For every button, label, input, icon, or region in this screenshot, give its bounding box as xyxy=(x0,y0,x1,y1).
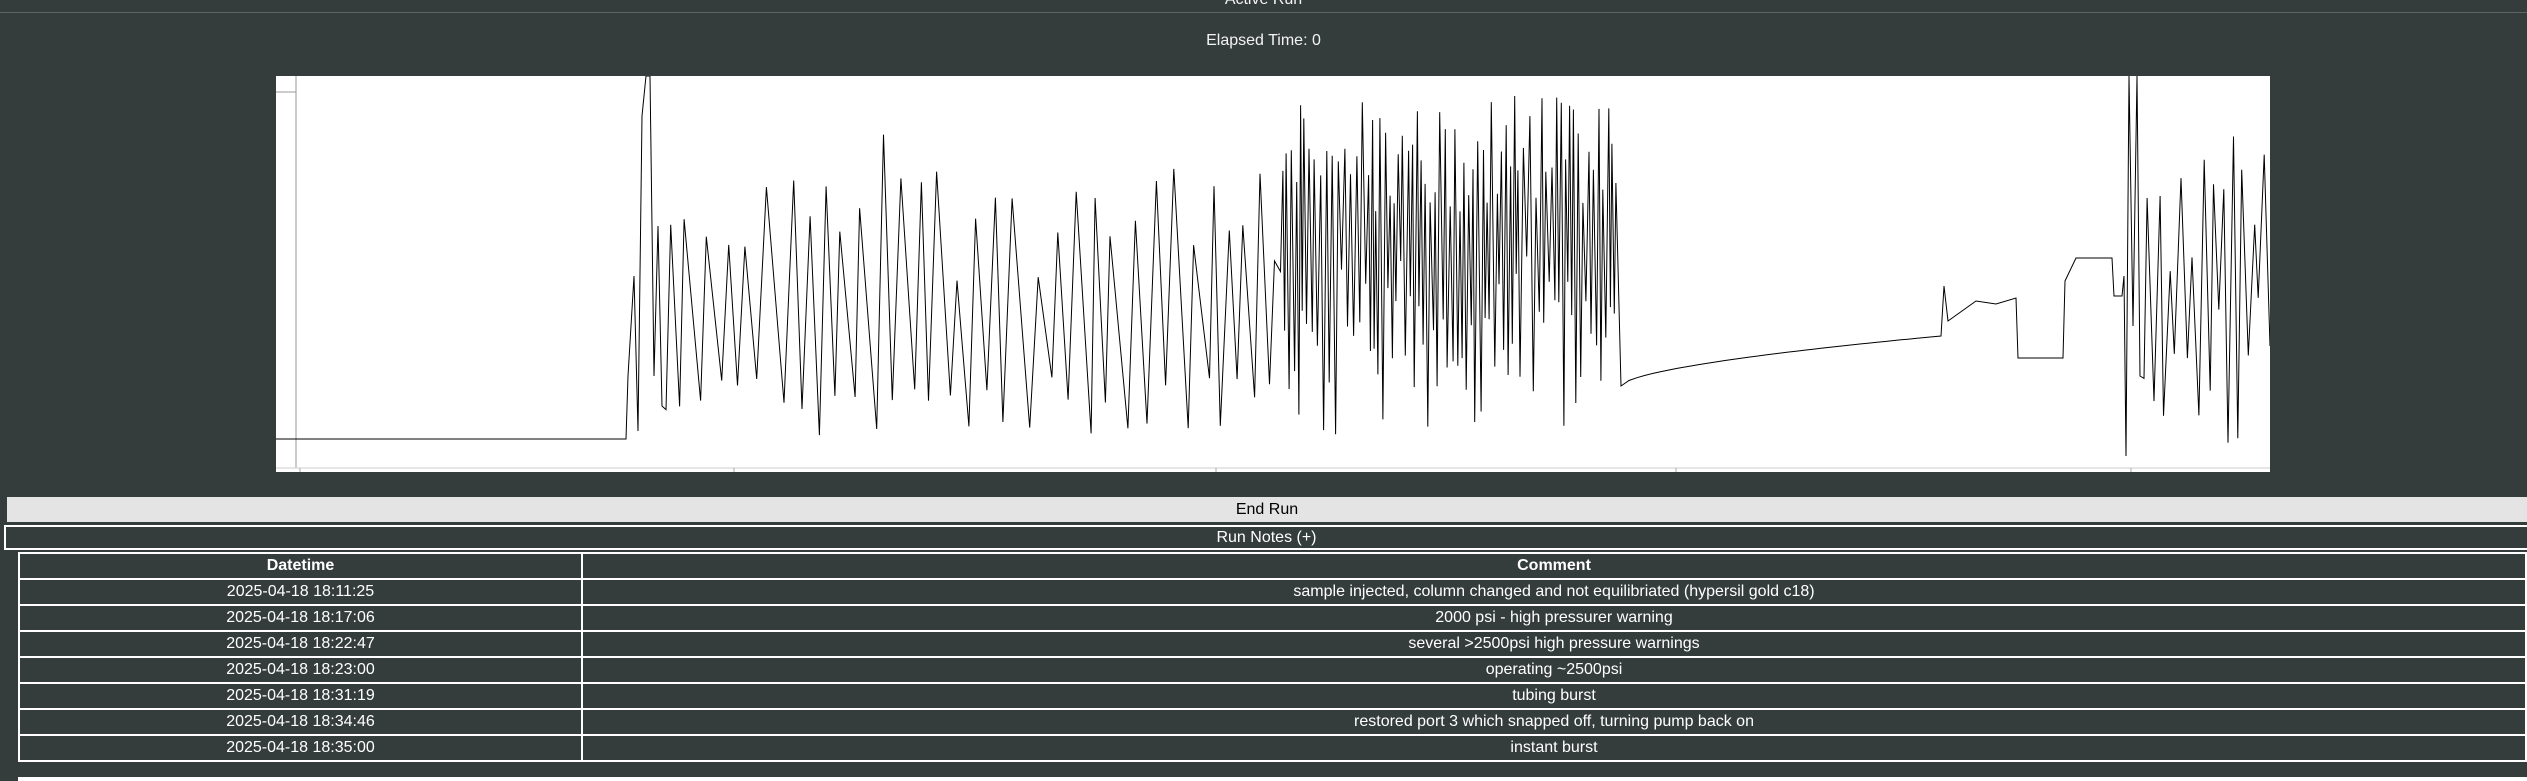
note-comment: several >2500psi high pressure warnings xyxy=(581,630,2527,658)
note-datetime: 2025-04-18 18:23:00 xyxy=(18,656,583,684)
note-datetime: 2025-04-18 18:22:47 xyxy=(18,630,583,658)
pressure-chart-svg xyxy=(276,76,2270,472)
run-notes-toggle[interactable]: Run Notes (+) xyxy=(4,525,2527,550)
run-notes-table: Datetime Comment 2025-04-18 18:11:25 sam… xyxy=(18,552,2527,762)
note-datetime: 2025-04-18 18:11:25 xyxy=(18,578,583,606)
table-row: 2025-04-18 18:11:25 sample injected, col… xyxy=(18,578,2527,606)
end-run-button[interactable]: End Run xyxy=(7,497,2527,522)
note-datetime: 2025-04-18 18:34:46 xyxy=(18,708,583,736)
note-comment: sample injected, column changed and not … xyxy=(581,578,2527,606)
note-comment: 2000 psi - high pressurer warning xyxy=(581,604,2527,632)
table-bottom-edge xyxy=(18,777,2527,781)
table-header-row: Datetime Comment xyxy=(18,552,2527,580)
pressure-trace xyxy=(276,76,2270,457)
table-row: 2025-04-18 18:34:46 restored port 3 whic… xyxy=(18,708,2527,736)
table-row: 2025-04-18 18:31:19 tubing burst xyxy=(18,682,2527,710)
pressure-chart xyxy=(276,76,2270,472)
table-row: 2025-04-18 18:17:06 2000 psi - high pres… xyxy=(18,604,2527,632)
page-title: Active Run xyxy=(0,0,2527,9)
note-comment: tubing burst xyxy=(581,682,2527,710)
table-row: 2025-04-18 18:35:00 instant burst xyxy=(18,734,2527,762)
column-header-comment: Comment xyxy=(581,552,2527,580)
note-comment: restored port 3 which snapped off, turni… xyxy=(581,708,2527,736)
note-datetime: 2025-04-18 18:17:06 xyxy=(18,604,583,632)
column-header-datetime: Datetime xyxy=(18,552,583,580)
table-row: 2025-04-18 18:23:00 operating ~2500psi xyxy=(18,656,2527,684)
note-comment: instant burst xyxy=(581,734,2527,762)
note-datetime: 2025-04-18 18:35:00 xyxy=(18,734,583,762)
title-divider xyxy=(0,12,2527,13)
note-datetime: 2025-04-18 18:31:19 xyxy=(18,682,583,710)
elapsed-time-label: Elapsed Time: 0 xyxy=(1206,32,1321,49)
table-row: 2025-04-18 18:22:47 several >2500psi hig… xyxy=(18,630,2527,658)
note-comment: operating ~2500psi xyxy=(581,656,2527,684)
